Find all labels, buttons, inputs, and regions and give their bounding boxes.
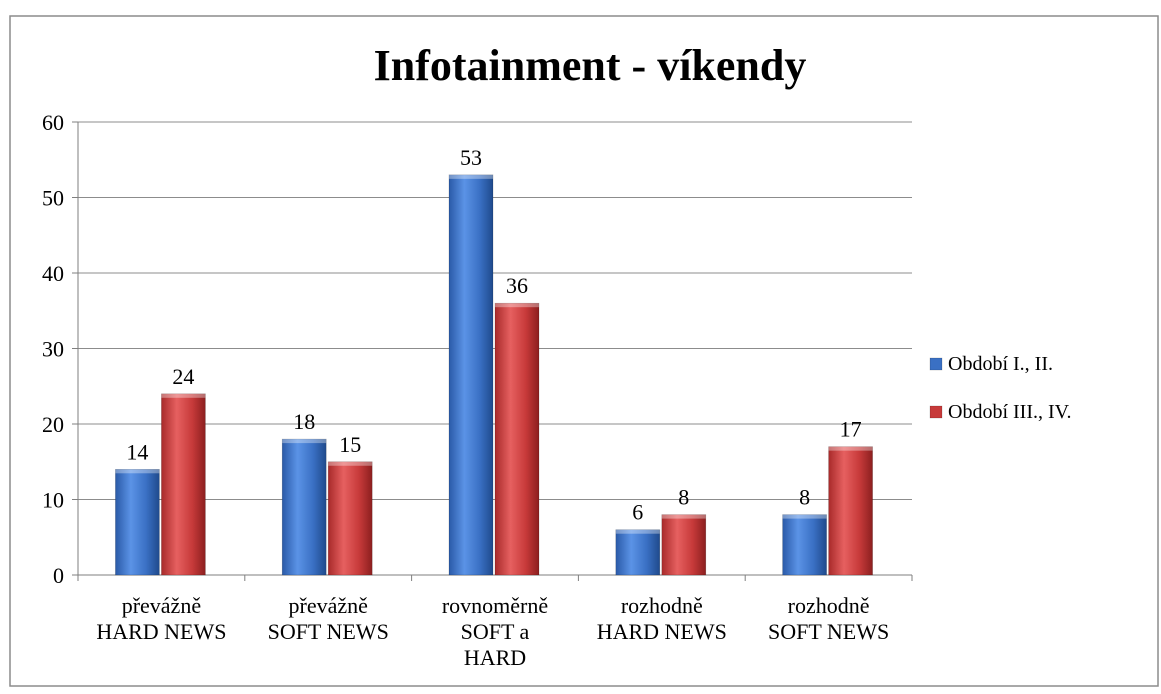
- chart-border: [9, 15, 1159, 687]
- x-axis-ticks: převážně HARD NEWS převážně SOFT NEWS rovnom…: [96, 593, 889, 670]
- x-tick-label: převážně SOFT NEWS: [268, 593, 389, 644]
- bar-top-highlight: [782, 514, 827, 519]
- bar-top-highlight: [661, 514, 706, 519]
- legend-swatch: [929, 405, 943, 419]
- bar-top-highlight: [161, 393, 206, 398]
- data-label: 24: [172, 364, 194, 389]
- bar-series-2: [161, 393, 206, 576]
- y-tick-label: 40: [42, 261, 64, 286]
- x-tick-label: rozhodně SOFT NEWS: [768, 593, 889, 644]
- bar-top-highlight: [615, 529, 660, 534]
- legend-swatch: [929, 357, 943, 371]
- y-tick-label: 50: [42, 186, 64, 211]
- bar-series-1: [448, 174, 494, 576]
- bar-series-2: [661, 514, 707, 576]
- bar-top-highlight: [115, 469, 160, 474]
- data-label: 53: [460, 145, 482, 170]
- legend-label: Období I., II.: [948, 353, 1053, 375]
- x-tick-label: rovnoměrně SOFT a HARD: [442, 593, 548, 670]
- bar-top-highlight: [328, 461, 373, 466]
- data-label: 8: [678, 485, 689, 510]
- y-axis-ticks: 0 10 20 30 40 50 60: [42, 110, 64, 588]
- data-label: 15: [339, 432, 361, 457]
- bar-top-highlight: [449, 174, 493, 179]
- bars: [115, 174, 873, 576]
- data-label: 17: [840, 417, 862, 442]
- bar-top-highlight: [828, 446, 873, 451]
- y-tick-label: 0: [53, 563, 64, 588]
- bar-series-2: [327, 461, 373, 576]
- data-label: 6: [632, 500, 643, 525]
- legend-label: Období III., IV.: [948, 401, 1072, 423]
- data-label: 8: [799, 485, 810, 510]
- y-tick-label: 30: [42, 337, 64, 362]
- bar-series-2: [494, 302, 540, 576]
- data-label: 18: [293, 409, 315, 434]
- x-tick-label: rozhodně HARD NEWS: [597, 593, 727, 644]
- data-label: 36: [506, 273, 528, 298]
- bar-top-highlight: [495, 303, 539, 308]
- legend: Období I., II. Období III., IV.: [929, 353, 1072, 423]
- data-labels: 14 24 18 15 53 36 6 8 8 17: [126, 145, 861, 525]
- bar-series-1: [281, 438, 327, 576]
- chart-title: Infotainment - víkendy: [374, 41, 807, 90]
- bar-series-1: [782, 514, 827, 576]
- y-tick-label: 10: [42, 488, 64, 513]
- data-label: 14: [126, 439, 148, 464]
- bar-series-2: [828, 446, 873, 576]
- y-tick-label: 20: [42, 412, 64, 437]
- y-tick-label: 60: [42, 110, 64, 135]
- x-tick-label: převážně HARD NEWS: [96, 593, 226, 644]
- bar-series-1: [615, 529, 661, 576]
- bar-top-highlight: [282, 439, 327, 444]
- bar-series-1: [115, 468, 160, 576]
